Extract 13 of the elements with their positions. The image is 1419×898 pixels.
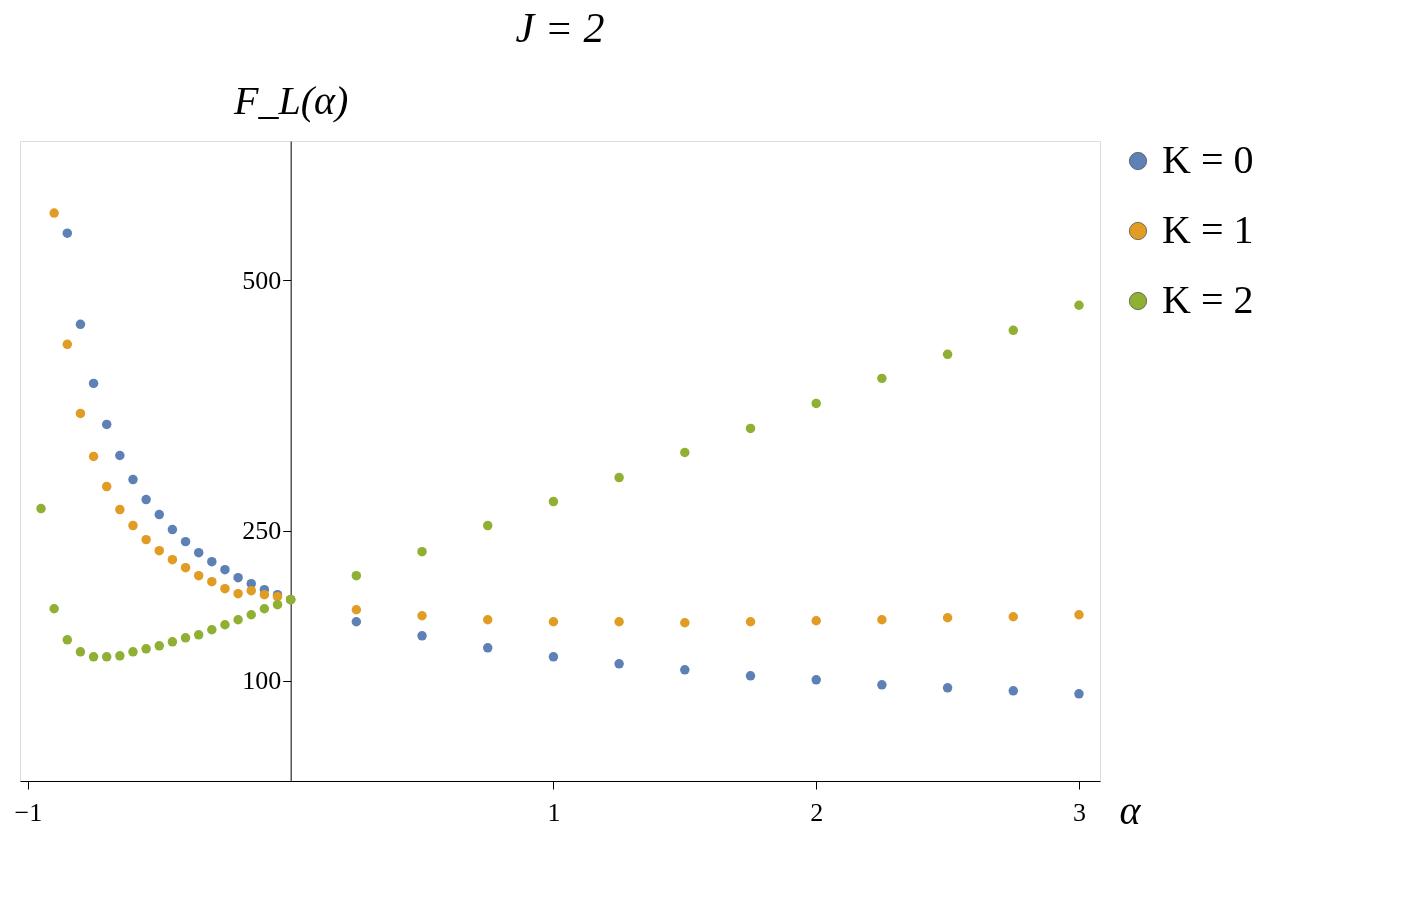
- legend-label: K = 1: [1162, 207, 1254, 252]
- x-tick-label: −1: [14, 797, 43, 827]
- x-axis-title: α: [1119, 787, 1142, 833]
- legend-label: K = 0: [1162, 137, 1254, 182]
- y-tick-label: 100: [242, 666, 282, 696]
- legend-label: K = 2: [1162, 277, 1254, 322]
- x-tick-label: 1: [547, 797, 561, 827]
- x-tick-label: 2: [810, 797, 824, 827]
- chart-title: J = 2: [515, 5, 605, 51]
- y-tick-label: 500: [242, 265, 282, 295]
- y-tick-label: 250: [242, 516, 282, 546]
- y-axis-title: F_L(α): [232, 77, 349, 123]
- x-tick-label: 3: [1072, 797, 1086, 827]
